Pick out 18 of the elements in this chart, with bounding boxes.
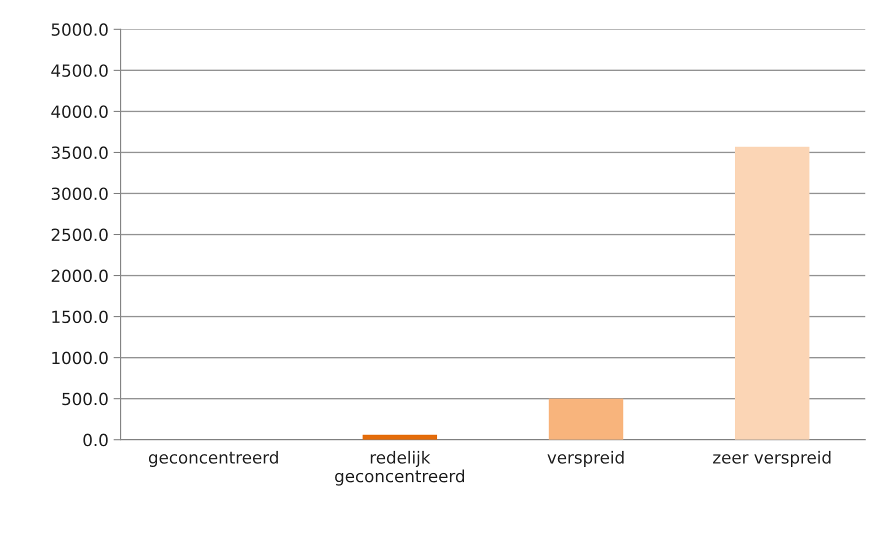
y-tick-label: 2000.0 xyxy=(52,270,108,282)
y-tick-label: 1500.0 xyxy=(52,310,108,324)
bar xyxy=(362,434,438,440)
x-tick-label: verspreid xyxy=(547,450,624,467)
y-tick-label: 1000.0 xyxy=(52,352,108,364)
y-tick-label: 3500.0 xyxy=(52,146,108,160)
y-tick-label: 3000.0 xyxy=(52,187,108,200)
y-tick-label: 0.0 xyxy=(83,434,108,446)
y-tick-label: 5000.0 xyxy=(52,23,108,36)
y-tick-label: 2500.0 xyxy=(52,228,108,242)
y-tick-label: 4500.0 xyxy=(51,64,108,77)
bar xyxy=(734,146,810,440)
x-tick-label: zeer verspreid xyxy=(713,450,830,467)
x-tick-label: geconcentreerd xyxy=(148,450,278,467)
y-tick-label: 4000.0 xyxy=(51,105,108,118)
bar xyxy=(548,398,624,440)
y-tick-label: 500.0 xyxy=(62,392,108,406)
x-tick-label: redelijk geconcentreerd xyxy=(335,450,464,486)
